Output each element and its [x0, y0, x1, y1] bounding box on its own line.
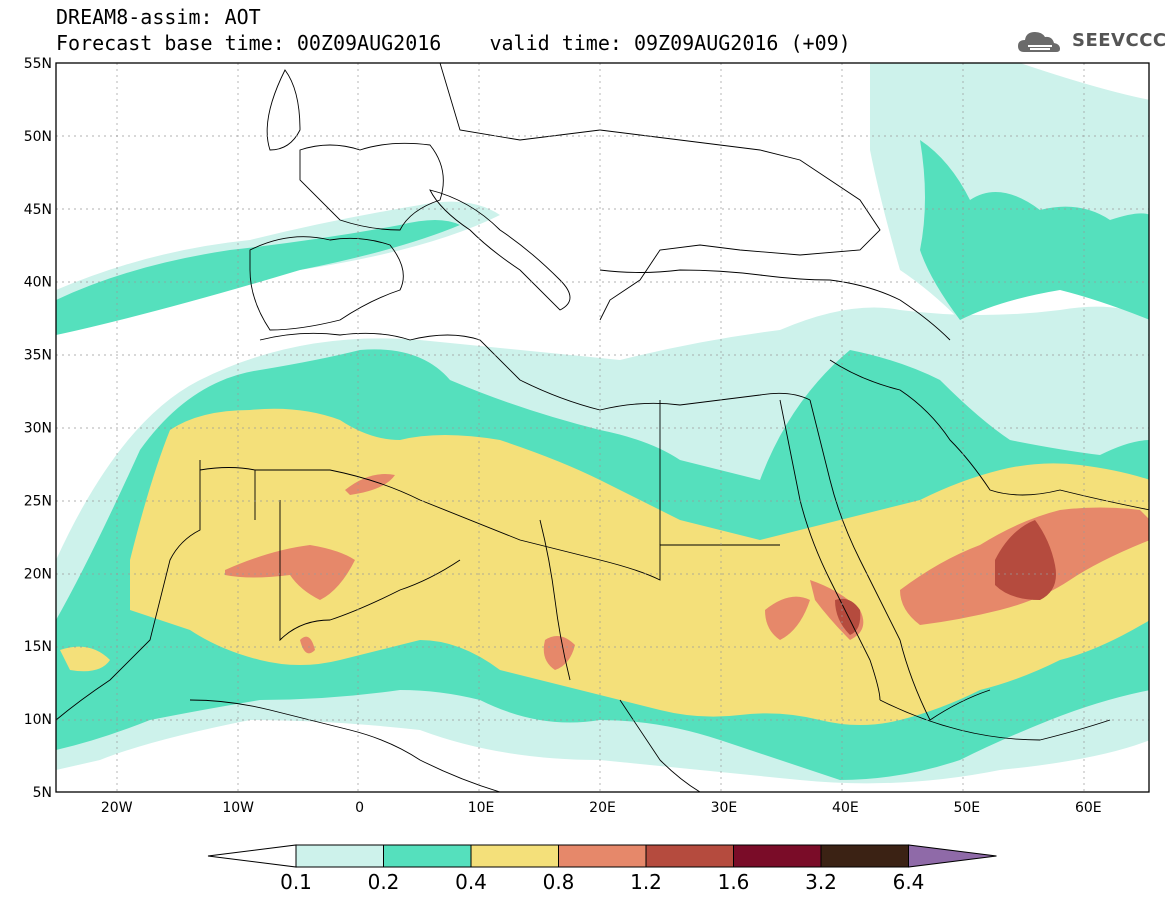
map-frame [55, 62, 1150, 793]
lat-label: 55N [24, 56, 52, 72]
coastlines [56, 63, 1149, 792]
longitude-labels: 20W 10W 0 10E 20E 30E 40E 50E 60E [101, 800, 1102, 816]
aot-band-12 [835, 520, 1056, 635]
colorbar-label: 1.2 [630, 870, 662, 894]
colorbar-bin [645, 844, 734, 868]
lon-label: 20W [101, 800, 133, 816]
lat-label: 15N [24, 639, 52, 655]
colorbar-label: 0.1 [280, 870, 312, 894]
colorbar-over-arrow [908, 844, 997, 868]
forecast-time-line: Forecast base time: 00Z09AUG2016 valid t… [56, 31, 851, 55]
latitude-labels: 55N 50N 45N 40N 35N 30N 25N 20N 15N 10N 5N [24, 56, 52, 801]
lon-label: 20E [589, 800, 616, 816]
lon-label: 50E [953, 800, 980, 816]
colorbar-bin [733, 844, 822, 868]
lat-label: 10N [24, 712, 52, 728]
lon-label: 0 [355, 800, 364, 816]
lat-label: 25N [24, 493, 52, 509]
lat-label: 30N [24, 421, 52, 437]
colorbar-bin [383, 844, 472, 868]
lat-label: 5N [33, 785, 52, 801]
colorbar-label: 0.4 [455, 870, 487, 894]
lat-label: 50N [24, 129, 52, 145]
aot-band-04 [60, 408, 1149, 725]
colorbar-label: 0.8 [543, 870, 575, 894]
lon-label: 60E [1075, 800, 1102, 816]
colorbar-label: 6.4 [893, 870, 925, 894]
colorbar-label: 3.2 [805, 870, 837, 894]
aot-contours [56, 63, 1149, 784]
lon-label: 30E [711, 800, 738, 816]
lat-label: 20N [24, 566, 52, 582]
colorbar-bin [558, 844, 647, 868]
colorbar-bin [470, 844, 559, 868]
map-title: DREAM8-assim: AOT [56, 5, 261, 29]
colorbar-label: 1.6 [718, 870, 750, 894]
graticule [56, 63, 1149, 792]
lat-label: 40N [24, 275, 52, 291]
colorbar-under-arrow [207, 844, 297, 868]
lon-label: 40E [832, 800, 859, 816]
lon-label: 10E [468, 800, 495, 816]
logo-text: SEEVCCC [1072, 30, 1165, 51]
lat-label: 35N [24, 348, 52, 364]
colorbar-bin [820, 844, 909, 868]
lon-label: 10W [222, 800, 254, 816]
colorbar: 0.1 0.2 0.4 0.8 1.2 1.6 3.2 6.4 [207, 844, 997, 894]
colorbar-bin [295, 844, 384, 868]
lat-label: 45N [24, 202, 52, 218]
colorbar-label: 0.2 [368, 870, 400, 894]
cloud-logo-icon [1018, 32, 1060, 52]
